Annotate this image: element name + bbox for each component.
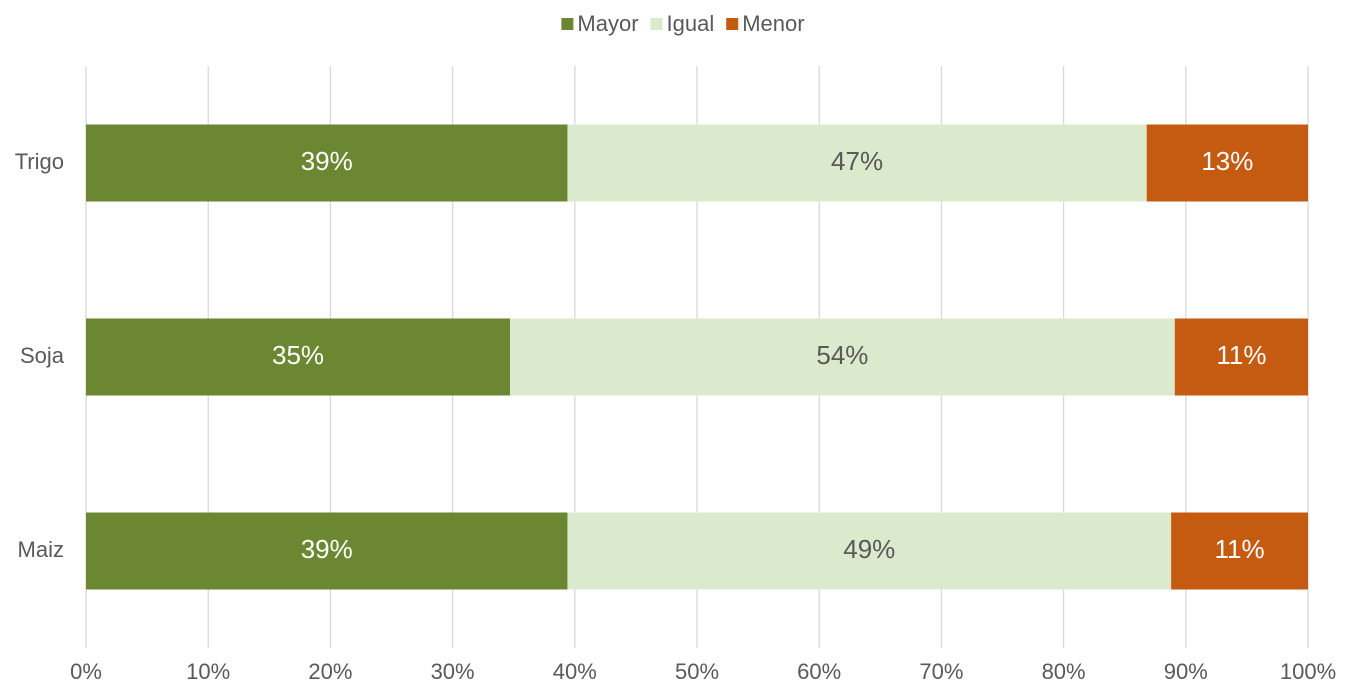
x-tick-label: 40% [553,659,597,684]
bar-segment [86,512,568,590]
legend-swatch [561,18,574,30]
x-tick-label: 90% [1164,659,1208,684]
bar-segment [510,318,1175,396]
legend-swatch [726,18,739,30]
data-label: 49% [843,534,895,564]
y-tick-label: Maiz [18,537,64,562]
y-tick-label: Trigo [15,149,64,174]
data-label: 47% [831,146,883,176]
y-tick-label: Soja [20,343,65,368]
x-tick-label: 0% [70,659,102,684]
data-label: 11% [1215,534,1265,564]
legend-label: Igual [667,11,715,36]
bar-segment [1146,124,1308,202]
legend-swatch [650,18,663,30]
data-label: 54% [816,340,868,370]
x-tick-label: 50% [675,659,719,684]
x-tick-label: 70% [919,659,963,684]
bar-segment [1171,512,1308,590]
x-tick-label: 60% [797,659,841,684]
data-label: 11% [1216,340,1266,370]
x-tick-label: 20% [308,659,352,684]
data-label: 39% [301,146,353,176]
bar-segment [567,512,1172,590]
x-tick-label: 10% [186,659,230,684]
legend-label: Menor [742,11,804,36]
bar-segment [567,124,1147,202]
data-label: 35% [272,340,324,370]
bar-segment [1174,318,1308,396]
x-tick-label: 100% [1280,659,1336,684]
data-label: 13% [1201,146,1253,176]
x-tick-label: 80% [1042,659,1086,684]
x-tick-label: 30% [431,659,475,684]
data-label: 39% [301,534,353,564]
bar-segment [86,124,568,202]
legend-label: Mayor [577,11,638,36]
bar-segment [86,318,511,396]
